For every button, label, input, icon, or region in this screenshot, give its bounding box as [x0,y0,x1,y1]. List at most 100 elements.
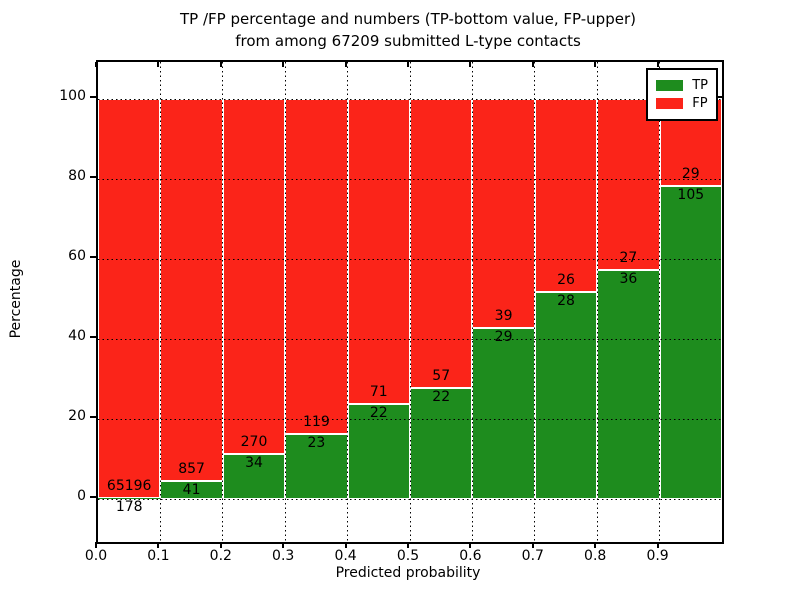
bar-fp-segment [534,99,598,292]
bar-tp-segment [534,291,598,499]
tp-count-label: 36 [619,271,638,288]
x-tick-mark [531,542,534,548]
x-tick-mark-top [95,62,97,67]
y-tick-mark [90,496,96,498]
x-tick-mark-top [282,62,285,67]
gridline-vertical [284,62,286,542]
x-tick-mark-top [219,62,222,67]
x-tick-label: 0.9 [646,548,669,564]
fp-count-label: 119 [303,414,330,431]
y-tick-mark [90,336,96,338]
bar-tp-segment [285,434,348,499]
y-tick-mark [90,416,96,418]
x-tick-mark [282,542,285,548]
gridline-vertical [659,62,661,542]
bar-tp-segment [347,404,410,499]
chart-title-line2: from among 67209 submitted L-type contac… [235,32,581,50]
x-tick-mark [594,542,597,548]
x-tick-mark [219,542,222,548]
bar-tp-segment [472,328,535,499]
tp-count-label: 28 [557,292,575,309]
gridline-vertical [596,62,598,542]
y-tick-label: 40 [68,328,86,344]
y-tick-label: 80 [68,168,86,184]
x-tick-label: 0.5 [396,548,420,564]
x-tick-mark [344,542,347,548]
y-tick-mark [90,256,96,258]
x-tick-label: 0.4 [334,548,357,564]
x-tick-mark-top [594,62,597,67]
bar-tp-segment [410,387,473,499]
y-tick-label: 0 [77,488,86,504]
fp-legend-label: FP [692,96,708,111]
bar-fp-segment [160,99,223,481]
chart-title-line1: TP /FP percentage and numbers (TP-bottom… [180,10,636,28]
fp-count-label: 39 [494,308,513,325]
x-axis-label: Predicted probability [335,565,481,581]
fp-count-label: 26 [557,271,575,288]
fp-count-label: 857 [178,460,205,477]
x-tick-mark [157,542,160,548]
bar-tp-segment [98,497,161,499]
y-tick-mark-right [717,96,722,98]
x-tick-mark-top [531,62,534,67]
tp-legend-label: TP [692,78,708,93]
fp-count-label: 270 [240,434,268,451]
fp-legend-swatch [656,98,684,109]
gridline-vertical [471,62,473,542]
x-tick-label: 0.2 [209,548,232,564]
x-tick-mark-top [344,62,347,67]
fp-count-label: 57 [432,367,451,384]
y-axis-label: Percentage [8,259,24,339]
x-tick-mark [95,542,97,548]
x-tick-label: 0.1 [147,548,170,564]
bar-fp-segment [222,99,286,455]
bar-fp-segment [410,99,473,388]
tp-count-label: 41 [182,481,201,498]
tp-count-label: 22 [369,405,388,422]
tp-count-label: 23 [307,435,326,452]
bar-fp-segment [98,99,161,498]
x-tick-label: 0.6 [459,548,482,564]
bar-fp-segment [285,99,348,435]
legend-entry-tp: TP [656,78,708,93]
y-tick-mark [90,96,96,98]
x-tick-label: 0.7 [521,548,544,564]
bar-tp-segment [659,185,722,499]
x-tick-mark-top [469,62,472,67]
x-tick-mark-top [407,62,409,67]
gridline-vertical [159,62,161,542]
gridline-vertical [409,62,411,542]
fp-count-label: 71 [369,384,388,401]
x-tick-mark-top [656,62,659,67]
fp-count-label: 29 [681,165,700,182]
x-tick-label: 0.3 [272,548,295,564]
x-tick-mark [407,542,409,548]
tp-count-label: 105 [677,186,705,203]
bar-tp-segment [160,480,223,499]
gridline-vertical [347,62,349,542]
gridline-vertical [534,62,536,542]
chart-title: TP /FP percentage and numbers (TP-bottom… [96,8,720,52]
x-tick-label: 0.8 [584,548,607,564]
bar-tp-segment [222,454,286,499]
gridline-vertical [222,62,224,542]
tp-legend-swatch [656,80,684,91]
tp-count-label: 22 [432,388,451,405]
x-tick-mark-top [157,62,160,67]
bar-fp-segment [597,99,660,271]
x-tick-label: 0.0 [84,548,108,564]
y-tick-label: 20 [68,408,86,424]
x-tick-mark [469,542,472,548]
y-tick-mark [90,176,96,178]
bar-fp-segment [472,99,535,329]
bar-fp-segment [347,99,410,405]
x-tick-mark [656,542,659,548]
tp-count-label: 29 [494,329,513,346]
y-tick-label: 100 [59,88,86,104]
tp-count-label: 34 [245,455,263,472]
y-tick-label: 60 [68,248,86,264]
plot-area: 65196 178 857 41 270 34 119 23 71 22 57 22 39 29 26 28 2… [96,60,724,544]
fp-count-label: 65196 [106,477,152,494]
